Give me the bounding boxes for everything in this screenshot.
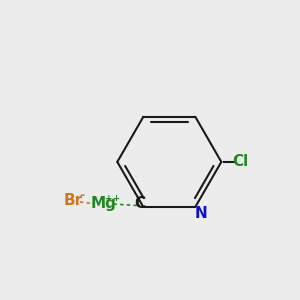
Text: Br: Br (64, 193, 83, 208)
Text: N: N (194, 206, 207, 221)
Text: ++: ++ (105, 194, 120, 203)
Text: C: C (134, 196, 145, 211)
Text: -: - (80, 188, 85, 202)
Text: Mg: Mg (90, 196, 116, 211)
Text: Cl: Cl (232, 154, 249, 169)
